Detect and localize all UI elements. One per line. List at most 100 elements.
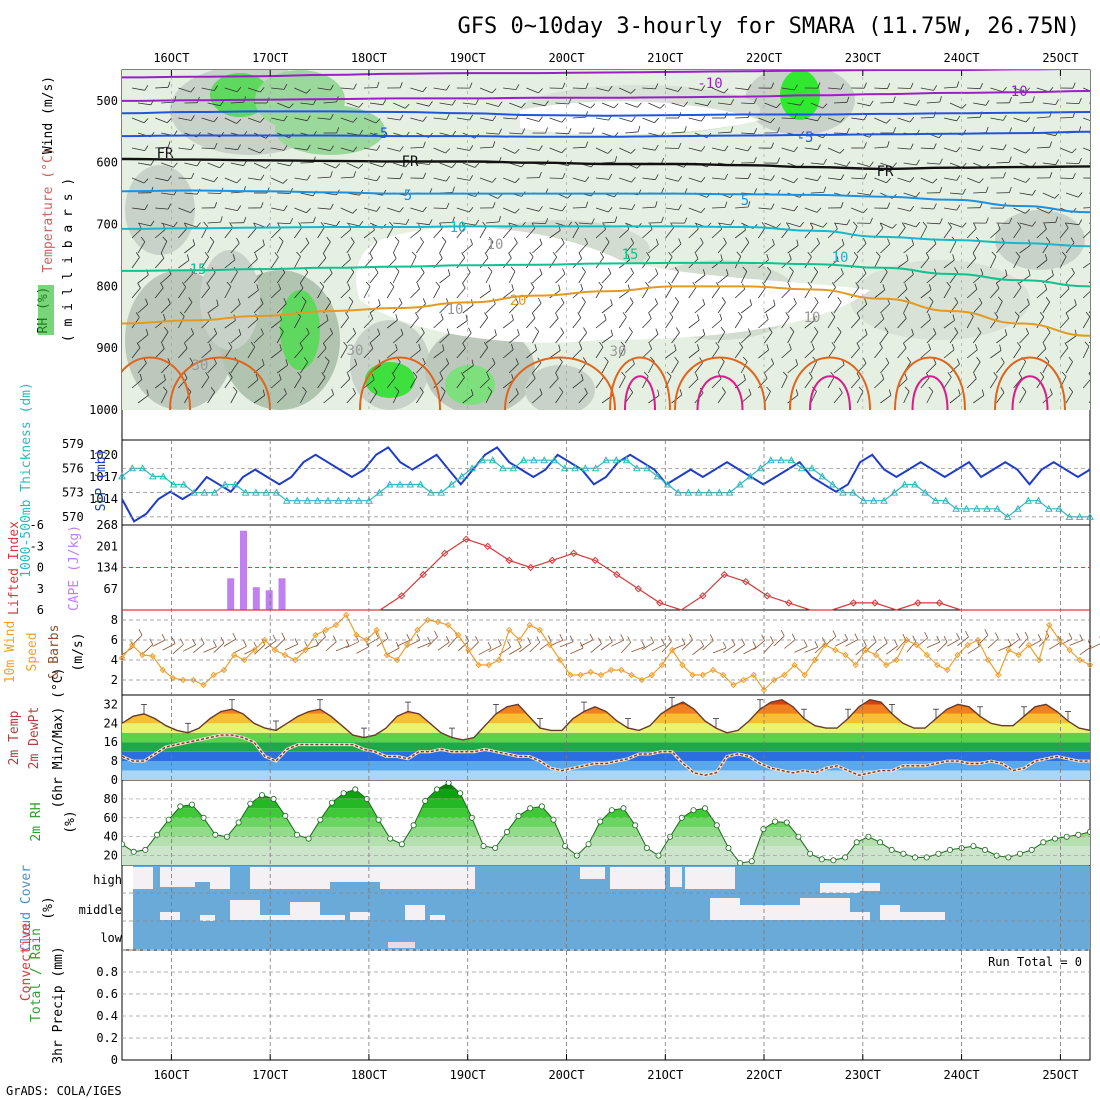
dry-region: [520, 101, 760, 135]
wind-barb-10m-flag: [406, 634, 411, 641]
wind-barb-flag: [1046, 327, 1051, 333]
wind-barb-flag: [261, 358, 265, 365]
wind-barb-flag: [162, 313, 166, 320]
wind-barb: [1065, 222, 1079, 226]
wind-speed-point: [821, 641, 829, 649]
wind-barb-flag: [394, 236, 400, 242]
wind-barb: [247, 87, 261, 93]
wind-barb-flag: [422, 86, 427, 92]
wind-barb-flag: [939, 186, 943, 193]
wind-barb: [810, 192, 824, 194]
wind-barb-flag: [835, 253, 839, 260]
wind-speed-point: [332, 621, 340, 629]
wind-barb-flag: [335, 163, 341, 169]
wind-speed-point: [964, 641, 971, 649]
wind-barb-flag: [840, 174, 845, 180]
wind-barb: [549, 117, 563, 123]
wind-barb: [270, 319, 282, 329]
wind-barb-flag: [614, 216, 618, 223]
wind-barb: [532, 222, 546, 224]
wind-barb-flag: [484, 312, 489, 318]
wind-barb: [526, 207, 540, 212]
wind-barb-flag: [190, 115, 195, 121]
wind-barb-flag: [1032, 126, 1035, 133]
wind-barb: [363, 229, 375, 239]
wind-barb-flag: [956, 81, 960, 88]
wind-barb-flag: [869, 189, 874, 196]
wind-barb-flag: [204, 251, 209, 258]
wind-barb: [920, 349, 931, 359]
wind-barb: [508, 303, 519, 314]
wind-barb: [903, 274, 914, 284]
wind-barb: [532, 273, 543, 284]
wind-barb-flag: [545, 218, 549, 224]
lifted-index-point: [763, 592, 772, 600]
wind-barb-flag: [285, 359, 288, 366]
wind-barb: [479, 347, 489, 359]
lifted-index-point: [634, 585, 643, 593]
wind-barb: [827, 228, 838, 239]
wind-barb-flag: [405, 218, 410, 225]
wind-barb-10m-flag: [253, 641, 258, 649]
wind-barb-flag: [637, 102, 642, 108]
isotherm-30: [911, 375, 949, 410]
wind-barb: [224, 377, 233, 389]
wind-barb-10m: [193, 643, 205, 654]
rh-point: [947, 846, 954, 853]
wind-barb: [1036, 259, 1048, 269]
wind-barb-10m-flag: [598, 637, 602, 644]
isotherm-25: [609, 356, 671, 410]
wind-barb-flag: [461, 282, 466, 289]
wind-barb: [1036, 207, 1049, 214]
wind-barb-flag: [956, 115, 961, 122]
wind-barb-flag: [420, 267, 425, 273]
thickness-point: [488, 456, 497, 464]
wind-barb: [340, 288, 351, 299]
wind-barb-flag: [607, 267, 612, 274]
wind-barb-flag: [869, 217, 873, 224]
wind-barb: [804, 117, 818, 122]
wind-barb: [880, 243, 891, 254]
wind-barb-flag: [382, 99, 387, 105]
wind-barb-flag: [677, 176, 683, 182]
wind-barb: [294, 207, 307, 214]
rh-point: [375, 816, 382, 823]
rh-point: [1087, 828, 1090, 835]
wind-barb-flag: [545, 127, 548, 134]
wind-barb-flag: [613, 103, 619, 109]
rh-point: [130, 848, 137, 855]
wind-barb-10m-flag: [395, 641, 400, 649]
wind-barb: [926, 363, 937, 374]
wind-barb-10m-flag: [994, 632, 999, 639]
thickness-tick: 570: [62, 510, 84, 524]
wind-barb: [253, 272, 263, 284]
wind-barb-flag: [993, 371, 998, 378]
wind-barb-10m-flag: [863, 639, 867, 647]
wind-barb-flag: [906, 254, 909, 261]
wind-barb: [462, 244, 473, 254]
wind-barb: [155, 117, 168, 124]
wind-barb: [184, 302, 193, 314]
wind-barb: [711, 259, 723, 269]
wind-barb-10m: [386, 647, 400, 656]
wind-speed-point: [281, 651, 289, 659]
wind-barb-flag: [254, 253, 258, 260]
wind-barb-flag: [353, 83, 357, 90]
wind-barb-flag: [1089, 223, 1090, 224]
wind-barb-flag: [511, 314, 514, 321]
isotherm-25: [122, 356, 191, 410]
wind-barb: [317, 257, 327, 269]
wind-barb: [485, 221, 500, 224]
wind-barb: [688, 228, 699, 239]
wind-barb: [967, 177, 980, 184]
grid-lines: [122, 70, 1090, 1060]
wind-barb-flag: [863, 142, 867, 149]
wind-barb-10m: [458, 641, 469, 652]
wind-barb: [340, 117, 354, 123]
wind-barb: [642, 376, 649, 389]
wind-barb: [804, 348, 815, 359]
wind-barb-flag: [770, 358, 775, 365]
wind-barb: [688, 177, 702, 183]
wind-barb: [943, 227, 952, 239]
wind-speed-point: [128, 641, 136, 649]
